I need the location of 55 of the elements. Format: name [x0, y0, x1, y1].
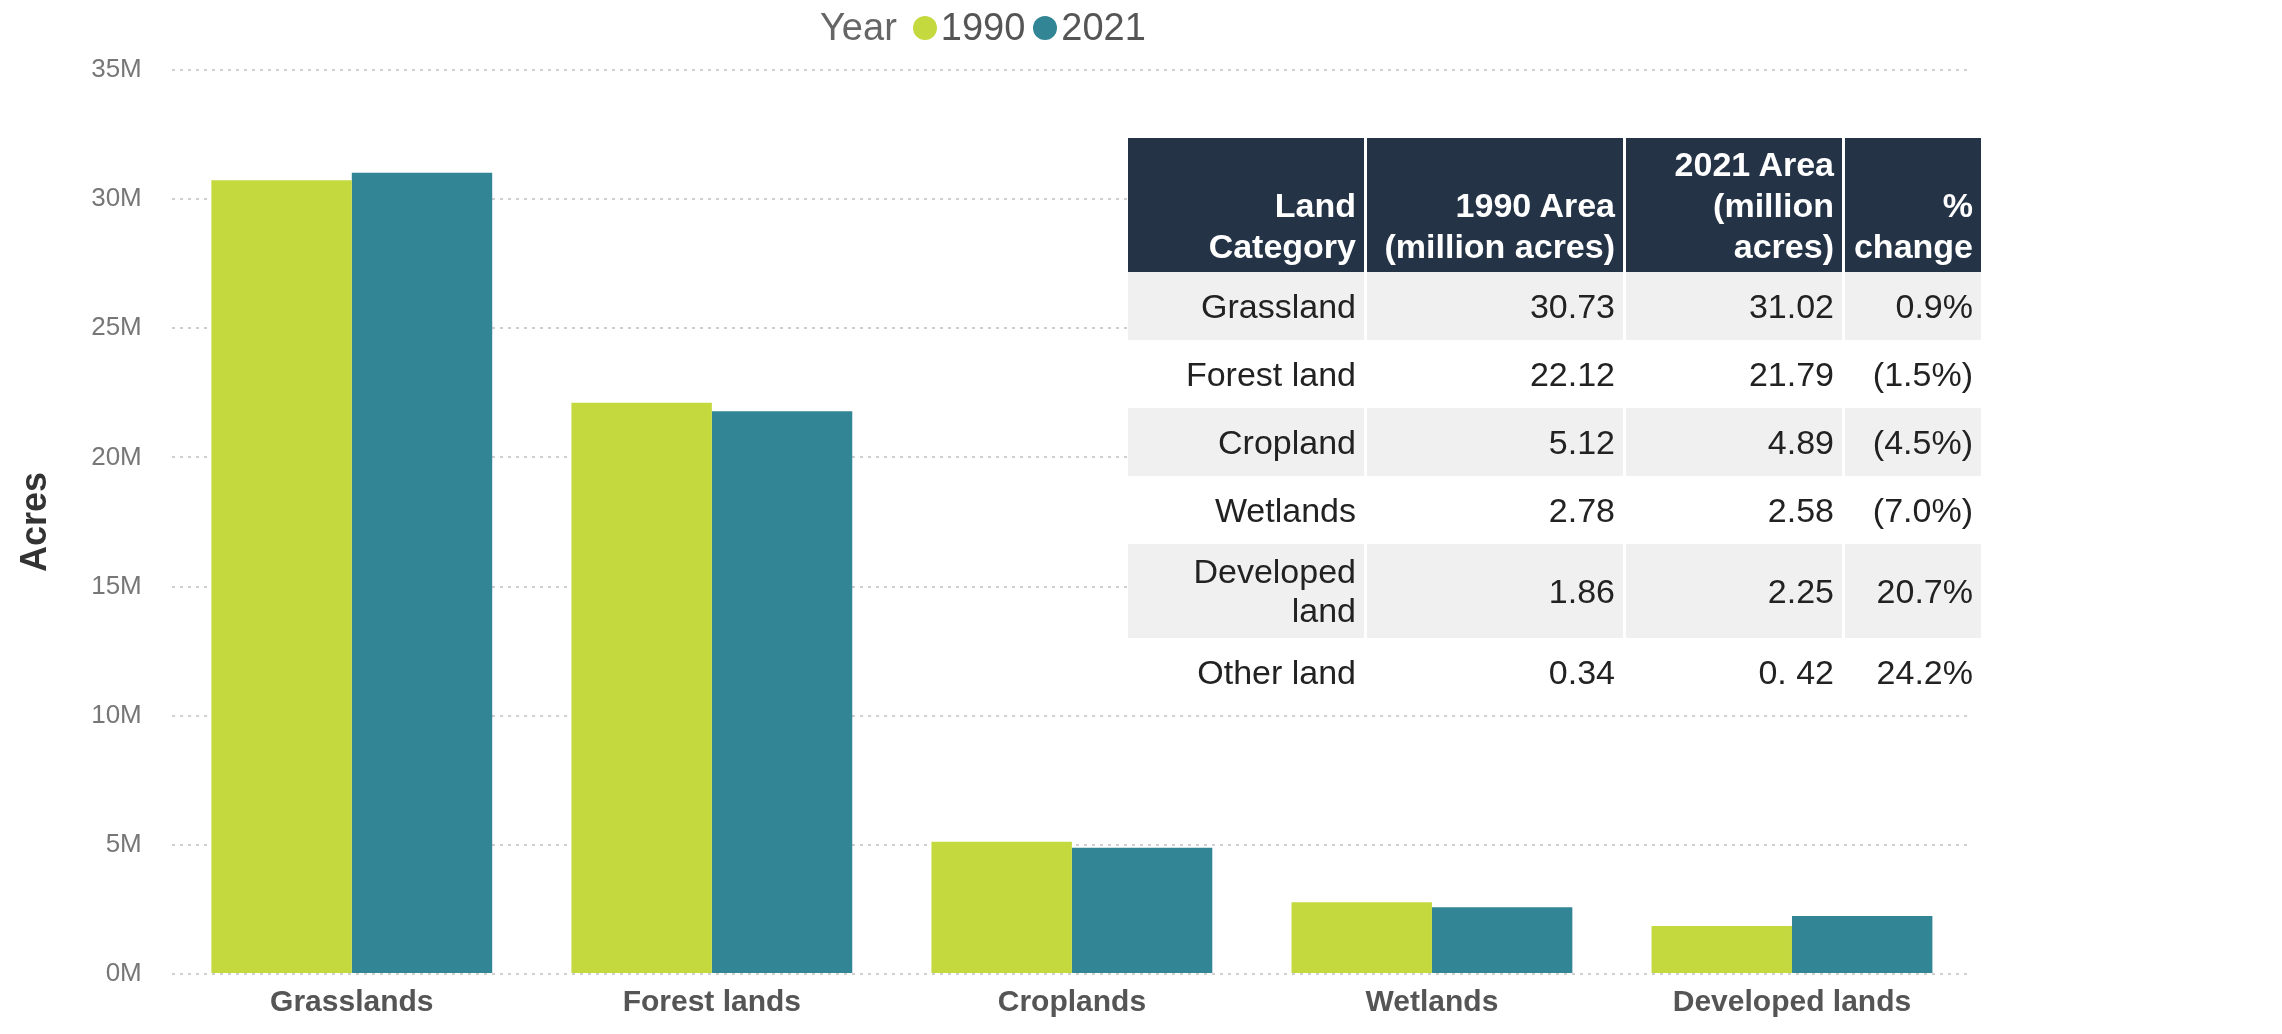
- category-label: 2021 Area (million acres): [1624, 138, 1844, 273]
- text: 24.2%: [1876, 652, 1973, 691]
- text: 2.58: [1767, 490, 1834, 529]
- bar: [351, 172, 493, 973]
- category-label: % change: [1843, 138, 1983, 273]
- y-tick-label: 35M: [91, 53, 142, 84]
- text: 1.86: [1548, 571, 1615, 610]
- text: 5.12: [1548, 422, 1615, 461]
- bar: [711, 411, 853, 973]
- x-tick-label: Developed lands: [1672, 984, 1912, 1018]
- legend-title: Year: [820, 6, 897, 49]
- y-tick-label: 0M: [105, 957, 142, 988]
- text: Cropland: [1218, 422, 1356, 461]
- text: Other land: [1197, 652, 1356, 691]
- y-tick-label: 5M: [105, 828, 142, 859]
- x-tick-label: Wetlands: [1365, 984, 1499, 1018]
- x-tick-label: Forest lands: [622, 984, 802, 1018]
- text: 22.12: [1529, 354, 1615, 393]
- y-tick-label: 10M: [91, 698, 142, 729]
- text: Grassland: [1201, 286, 1356, 325]
- bar: [1431, 907, 1573, 973]
- y-tick-label: 20M: [91, 440, 142, 471]
- x-tick-label: Grasslands: [270, 984, 434, 1018]
- bar: [1791, 915, 1933, 973]
- bar: [1291, 902, 1432, 973]
- category-label: Land Category: [1128, 138, 1366, 273]
- text: 31.02: [1748, 286, 1834, 325]
- text: 0.9%: [1895, 286, 1973, 325]
- text: 30.73: [1529, 286, 1615, 325]
- text: Wetlands: [1214, 490, 1356, 529]
- text: 2.78: [1548, 490, 1615, 529]
- text: 20.7%: [1876, 571, 1973, 610]
- text: 2.25: [1767, 571, 1834, 610]
- text: 4.89: [1767, 422, 1834, 461]
- text: Developed land: [1193, 552, 1356, 630]
- bar: [571, 402, 712, 973]
- bar: [1651, 925, 1792, 973]
- legend-label: 2021: [1061, 6, 1146, 49]
- text: (7.0%): [1872, 490, 1973, 529]
- text: (1.5%): [1872, 354, 1973, 393]
- text: 21.79: [1748, 354, 1834, 393]
- text: Forest land: [1185, 354, 1356, 393]
- category-label: 1990 Area (million acres): [1365, 138, 1625, 273]
- y-axis-title: Acres: [12, 471, 54, 573]
- text: 0.34: [1548, 652, 1615, 691]
- text: 0. 42: [1758, 652, 1834, 691]
- bar: [931, 841, 1072, 973]
- bar: [211, 180, 352, 973]
- y-tick-label: 15M: [91, 569, 142, 600]
- y-tick-label: 25M: [91, 311, 142, 342]
- legend-label: 1990: [940, 6, 1026, 49]
- x-tick-label: Croplands: [997, 984, 1147, 1018]
- bar: [1071, 847, 1213, 973]
- y-tick-label: 30M: [91, 182, 142, 213]
- text: (4.5%): [1872, 422, 1973, 461]
